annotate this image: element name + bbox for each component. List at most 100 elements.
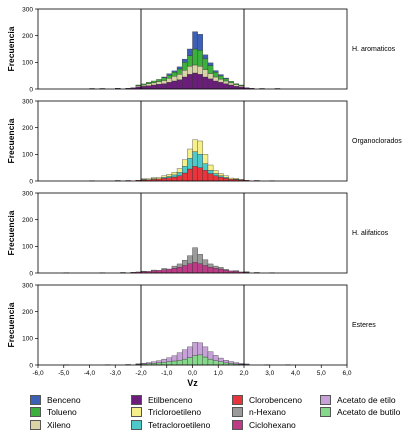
bar-xileno-bin-1.4 [228,82,234,86]
bar-acetato-de-etilo-bin--1.6 [151,361,157,364]
bar-tricloroetileno-bin--0.4 [182,159,188,167]
bar-etilbenceno-bin-0.2 [197,74,203,90]
legend-swatch [320,394,331,405]
y-tick-label: 100 [22,152,33,159]
bar-tolueno-bin--0.6 [176,68,183,75]
x-tick-label: -6,0 [32,370,44,377]
bar-n-hexano-bin-1.0 [218,267,224,270]
bar-tetracloroetileno-bin--0.6 [176,172,183,176]
bar-clorobenceno-bin--0.4 [182,172,188,182]
legend: Benceno Tolueno Xileno Etilbenceno Tricloroe… [0,392,420,431]
bar-benceno-bin-0.2 [197,34,203,51]
x-tick-label: 6,0 [342,370,351,377]
legend-item: Tolueno [30,407,77,418]
bar-tricloroetileno-bin-1.2 [223,175,229,178]
legend-item: Acetato de butilo [320,407,400,418]
bar-n-hexano-bin-0.6 [207,263,214,268]
bar-tricloroetileno-bin--0.6 [176,168,183,173]
bar-etilbenceno-bin--0.8 [171,80,178,90]
bar-xileno-bin--0.2 [187,66,193,75]
bar-xileno-bin--1.8 [145,83,152,86]
bar-acetato-de-etilo-bin-0.8 [212,355,219,361]
bar-etilbenceno-bin-0.6 [207,78,214,90]
bar-clorobenceno-bin-0.8 [212,175,219,182]
bar-clorobenceno-bin--0.2 [187,168,193,182]
bar-tolueno-bin-0.2 [197,50,203,67]
legend-item: Benceno [30,394,81,405]
bar-etilbenceno-bin--1.8 [145,85,152,90]
x-tick-label: 1,0 [214,370,223,377]
bar-etilbenceno-bin--1.0 [166,82,173,90]
bar-tetracloroetileno-bin-0.8 [212,173,219,176]
legend-label: Clorobenceno [249,394,302,405]
bar-acetato-de-etilo-bin--2.0 [140,362,147,365]
bar-benceno-bin-0.6 [207,62,214,66]
bar-benceno-bin--0.8 [171,70,178,73]
legend-swatch [232,407,243,417]
bar-tolueno-bin--2.2 [135,84,142,86]
bar-ciclohexano-bin-0.8 [212,268,219,274]
bar-ciclohexano-bin--0.8 [171,268,178,274]
bar-acetato-de-etilo-bin-0.4 [202,346,209,358]
legend-swatch [30,394,41,405]
legend-label: Tolueno [47,407,77,417]
bar-n-hexano-bin-1.2 [223,269,229,271]
bar-acetato-de-etilo-bin-1.0 [218,357,224,362]
bar-acetato-de-butilo-bin--0.4 [182,358,188,366]
bar-ciclohexano-bin-0.6 [207,266,214,274]
bar-etilbenceno-bin--1.4 [156,84,162,90]
bar-ciclohexano-bin--1.2 [161,269,167,274]
bar-xileno-bin--0.6 [176,74,183,80]
bar-tetracloroetileno-bin-1.0 [218,175,224,178]
bar-tetracloroetileno-bin-0.0 [192,151,198,167]
bar-benceno-bin-1.2 [223,77,229,80]
bar-tetracloroetileno-bin-0.2 [197,154,203,168]
bar-n-hexano-bin--2.0 [140,270,147,272]
bar-n-hexano-bin--0.6 [176,263,183,268]
bar-tetracloroetileno-bin--0.8 [171,174,178,178]
legend-swatch [30,407,41,417]
bar-tricloroetileno-bin--0.8 [171,172,178,176]
bar-tolueno-bin--2.0 [140,83,147,86]
bar-xileno-bin-0.4 [202,69,209,78]
panel-label: H. aromaticos [352,46,396,53]
legend-label: Ciclohexano [249,419,296,430]
bar-clorobenceno-bin-0.2 [197,167,203,182]
y-axis-label: Frecuencia [6,302,16,347]
bar-xileno-bin--0.4 [182,70,188,78]
y-tick-label: 300 [22,6,33,13]
bar-acetato-de-etilo-bin-0.2 [197,342,203,356]
legend-swatch [30,419,41,430]
bar-tricloroetileno-bin--1.6 [151,177,157,179]
bar-etilbenceno-bin--0.2 [187,74,193,90]
legend-swatch [131,407,142,417]
y-tick-label: 200 [22,33,33,40]
bar-xileno-bin-1.6 [233,84,240,87]
bar-tetracloroetileno-bin-0.6 [207,170,214,174]
bar-clorobenceno-bin--1.0 [166,177,173,182]
x-axis-label: Vz [187,378,198,388]
y-tick-label: 300 [22,282,33,289]
bar-acetato-de-etilo-bin-0.6 [207,351,214,360]
bar-acetato-de-etilo-bin--2.2 [135,363,142,365]
bar-tricloroetileno-bin-0.6 [207,164,214,171]
x-tick-label: 0,0 [188,370,197,377]
bar-tolueno-bin--1.0 [166,74,173,79]
legend-item: Tricloroetileno [131,407,201,418]
bar-xileno-bin--1.4 [156,81,162,85]
bar-acetato-de-butilo-bin-0.8 [212,360,219,366]
bar-tricloroetileno-bin-0.8 [212,170,219,174]
bar-tricloroetileno-bin-1.6 [233,178,240,180]
bar-acetato-de-etilo-bin-1.2 [223,360,229,364]
legend-label: Acetato de etilo [337,394,396,405]
bar-etilbenceno-bin-1.4 [228,84,234,90]
legend-item: Clorobenceno [232,394,302,405]
bar-xileno-bin--1.2 [161,80,167,84]
y-tick-label: 200 [22,309,33,316]
bar-acetato-de-butilo-bin--0.6 [176,360,183,366]
bar-etilbenceno-bin--0.6 [176,79,183,90]
bar-xileno-bin-1.2 [223,80,229,84]
legend-item: Etilbenceno [131,394,192,405]
bar-acetato-de-butilo-bin-1.0 [218,361,224,366]
bar-acetato-de-butilo-bin--0.2 [187,357,193,366]
